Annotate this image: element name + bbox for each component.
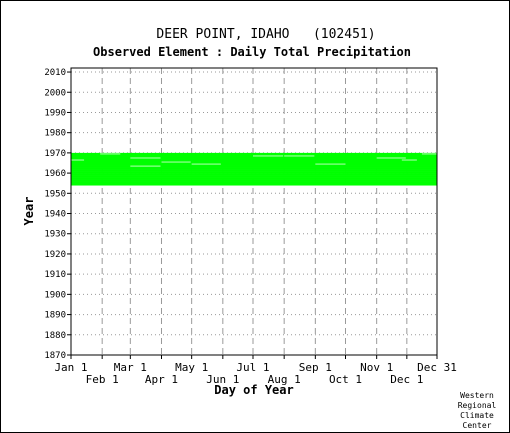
x-axis: Jan 1 Mar 1 May 1 Jul 1 Sep 1 Nov 1 Dec 31 Feb … bbox=[54, 355, 457, 386]
data-gap bbox=[191, 163, 221, 165]
data-gap bbox=[421, 153, 437, 155]
data-gap bbox=[161, 161, 191, 163]
data-gap bbox=[315, 163, 346, 165]
x-axis-label: Day of Year bbox=[214, 383, 293, 397]
y-tick-label: 2010 bbox=[44, 68, 66, 78]
data-gap bbox=[130, 157, 161, 159]
plot-area bbox=[70, 67, 438, 356]
y-tick-label: 1940 bbox=[44, 210, 66, 220]
data-gap bbox=[130, 165, 161, 167]
x-tick-label: Mar 1 bbox=[114, 361, 147, 374]
data-bar bbox=[71, 158, 437, 162]
y-tick-label: 1890 bbox=[44, 311, 66, 321]
x-tick-label: Aug 1 bbox=[268, 373, 301, 386]
plot-border bbox=[70, 67, 438, 356]
data-gap bbox=[100, 153, 121, 155]
data-gap bbox=[71, 159, 85, 161]
credit-line: Climate bbox=[460, 411, 494, 420]
x-tick-label: Jun 1 bbox=[206, 373, 239, 386]
y-tick-label: 1980 bbox=[44, 129, 66, 139]
y-tick-label: 1870 bbox=[44, 351, 66, 361]
y-tick-label: 1910 bbox=[44, 270, 66, 280]
y-tick-label: 1900 bbox=[44, 290, 66, 300]
data-bar bbox=[71, 156, 437, 160]
y-tick-label: 1960 bbox=[44, 169, 66, 179]
y-tick-label: 2000 bbox=[44, 88, 66, 98]
chart-subtitle: Observed Element : Daily Total Precipita… bbox=[93, 45, 411, 59]
x-tick-label: Sep 1 bbox=[299, 361, 332, 374]
x-tick-label: Feb 1 bbox=[86, 373, 119, 386]
data-bar bbox=[71, 160, 437, 164]
x-tick-label: Dec 1 bbox=[390, 373, 423, 386]
data-gap bbox=[401, 159, 417, 161]
data-bar bbox=[71, 169, 437, 172]
credit-line: Center bbox=[463, 421, 492, 430]
credit-line: Western bbox=[460, 391, 494, 400]
credit-line: Regional bbox=[458, 401, 497, 410]
data-bar bbox=[71, 165, 437, 168]
x-tick-label: Nov 1 bbox=[360, 361, 393, 374]
data-bar bbox=[71, 152, 437, 156]
y-tick-label: 1930 bbox=[44, 230, 66, 240]
y-tick-label: 1990 bbox=[44, 108, 66, 118]
chart-title: DEER POINT, IDAHO (102451) bbox=[156, 27, 375, 42]
y-axis: 1870 1880 1890 1900 1910 1920 1930 1940 1950 1960… bbox=[44, 68, 71, 361]
data-bar bbox=[71, 179, 437, 182]
data-bar bbox=[71, 171, 437, 174]
data-bar bbox=[71, 175, 437, 178]
data-layer bbox=[71, 152, 437, 186]
x-tick-label: May 1 bbox=[175, 361, 208, 374]
y-tick-label: 1970 bbox=[44, 149, 66, 159]
data-bar bbox=[71, 177, 437, 180]
y-tick-label: 1950 bbox=[44, 189, 66, 199]
data-bar bbox=[71, 181, 437, 184]
data-bar bbox=[71, 167, 437, 170]
data-gap bbox=[252, 155, 284, 157]
y-tick-label: 1920 bbox=[44, 250, 66, 260]
x-tick-label: Apr 1 bbox=[145, 373, 178, 386]
data-bar bbox=[71, 183, 437, 186]
x-tick-label: Jan 1 bbox=[54, 361, 87, 374]
y-axis-label: Year bbox=[22, 197, 36, 226]
y-tick-label: 1880 bbox=[44, 331, 66, 341]
data-gap bbox=[284, 155, 315, 157]
x-tick-label: Oct 1 bbox=[329, 373, 362, 386]
data-bar bbox=[71, 162, 437, 166]
x-tick-label: Dec 31 bbox=[417, 361, 457, 374]
data-gap bbox=[376, 157, 406, 159]
x-tick-label: Jul 1 bbox=[236, 361, 269, 374]
data-bar bbox=[71, 173, 437, 176]
